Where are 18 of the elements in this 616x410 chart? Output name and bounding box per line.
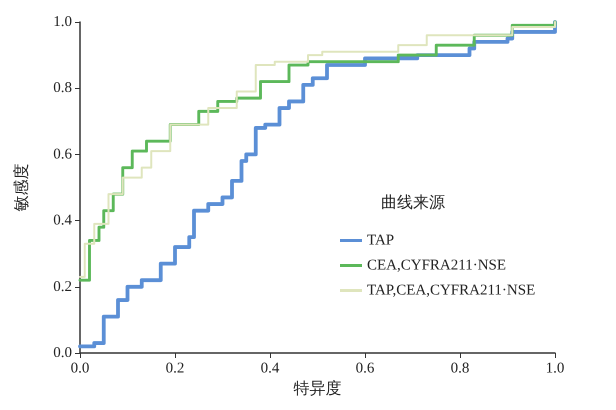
x-tick-label: 0.6 bbox=[356, 360, 375, 376]
y-tick-label: 0.4 bbox=[53, 212, 72, 229]
x-tick-label: 1.0 bbox=[546, 360, 564, 376]
y-tick-label: 0.8 bbox=[53, 80, 72, 96]
y-tick-label: 0.2 bbox=[53, 278, 72, 295]
y-tick-label: 0.6 bbox=[53, 146, 72, 162]
x-tick-label: 0.2 bbox=[166, 360, 184, 376]
legend-label: TAP,CEA,CYFRA211·NSE bbox=[367, 282, 536, 298]
y-tick-label: 1.0 bbox=[53, 14, 72, 30]
x-tick-label: 0.8 bbox=[450, 360, 470, 376]
legend-title: 曲线来源 bbox=[381, 194, 445, 212]
y-axis-title: 敏感度 bbox=[12, 164, 30, 212]
x-tick-label: 0.4 bbox=[260, 360, 280, 376]
x-axis-title: 特异度 bbox=[294, 380, 342, 398]
x-tick-label: 0.0 bbox=[70, 360, 90, 376]
legend-label: TAP bbox=[367, 232, 394, 248]
y-tick-label: 0.0 bbox=[53, 345, 72, 361]
legend-label: CEA,CYFRA211·NSE bbox=[367, 258, 506, 274]
